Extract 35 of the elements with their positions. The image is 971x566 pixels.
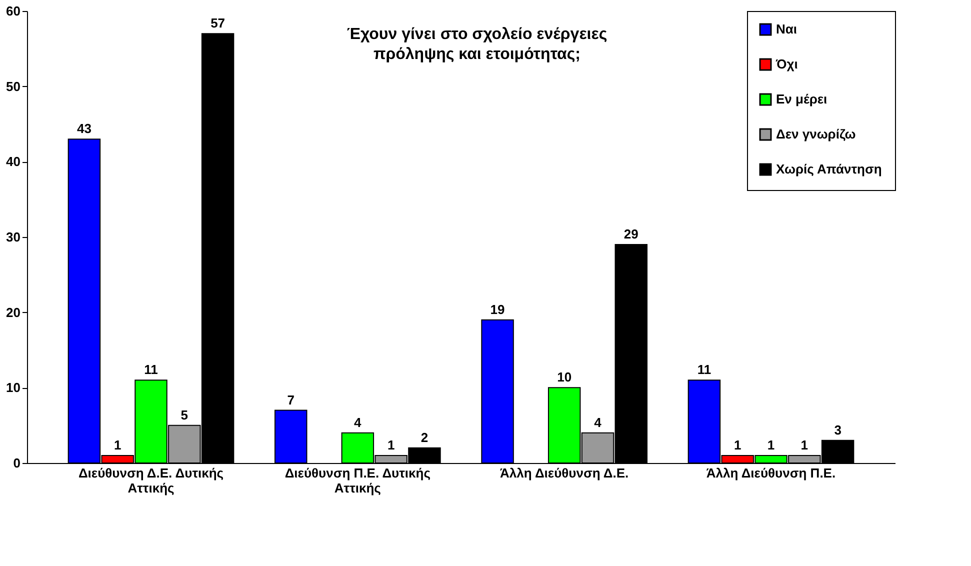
- text: Έχουν γίνει στο σχολείο ενέργειες πρόληψης και ετοιμότητας;: [346, 26, 608, 63]
- data-label: 5: [180, 407, 188, 422]
- legend-label: Όχι: [775, 56, 798, 72]
- data-label: 1: [387, 437, 395, 452]
- y-tick-label: 20: [6, 304, 20, 320]
- y-tick-label: 10: [6, 380, 20, 396]
- x-tick-label: Άλλη Διεύθυνση Π.Ε.: [706, 466, 836, 480]
- legend-label: Εν μέρει: [776, 92, 828, 106]
- x-tick-label: Άλλη Διεύθυνση Δ.Ε.: [500, 466, 629, 480]
- data-label: 1: [114, 437, 122, 452]
- y-tick-label: 0: [13, 456, 20, 470]
- data-label: 11: [144, 362, 158, 378]
- y-tick-label: 50: [6, 78, 20, 94]
- data-label: 3: [834, 422, 842, 438]
- y-tick-label: 40: [6, 154, 20, 170]
- data-label: 1: [767, 437, 775, 452]
- legend-label: Χωρίς Απάντηση: [776, 162, 882, 176]
- x-tick-label: Διεύθυνση Π.Ε. Δυτικής Αττικής: [284, 466, 431, 496]
- data-label: 10: [557, 370, 572, 385]
- legend-label: Ναι: [776, 22, 798, 36]
- data-label: 43: [76, 121, 92, 136]
- data-label: 7: [287, 392, 294, 408]
- legend-label: Δεν γνωρίζω: [776, 126, 856, 142]
- data-label: 19: [490, 302, 505, 317]
- y-tick-label: 30: [6, 230, 20, 244]
- data-label: 11: [697, 362, 712, 378]
- data-label: 57: [210, 16, 226, 31]
- data-label: 29: [624, 226, 638, 242]
- data-label: 2: [420, 430, 428, 445]
- x-tick-label: Διεύθυνση Δ.Ε. Δυτικής Αττικής: [78, 466, 224, 496]
- data-label: 4: [594, 414, 602, 430]
- data-label: 1: [734, 437, 742, 452]
- y-tick-label: 60: [6, 4, 20, 18]
- data-label: 1: [800, 437, 808, 452]
- data-label: 4: [354, 414, 362, 430]
